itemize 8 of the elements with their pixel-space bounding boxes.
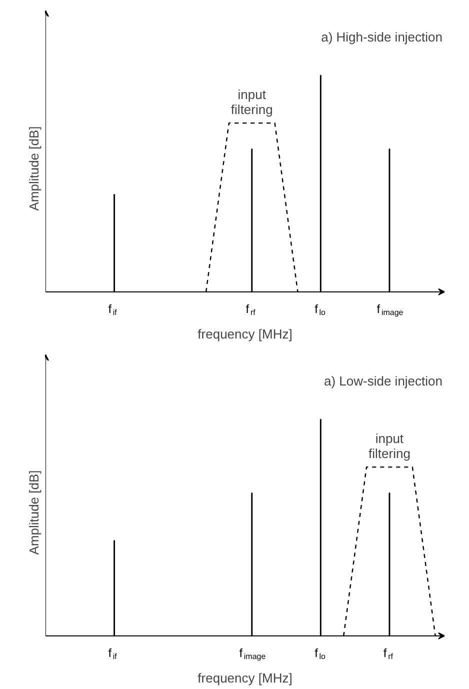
annotation: input filtering — [230, 87, 273, 118]
y-axis-title: Amplitude [dB] — [26, 470, 42, 555]
y-axis-title: Amplitude [dB] — [26, 126, 42, 211]
chart-title: a) Low-side injection — [324, 373, 443, 388]
chart-title: a) High-side injection — [321, 29, 443, 44]
x-axis-title: frequency [MHz] — [198, 670, 292, 686]
x-axis-title: frequency [MHz] — [198, 326, 292, 342]
annotation: input filtering — [368, 431, 410, 462]
